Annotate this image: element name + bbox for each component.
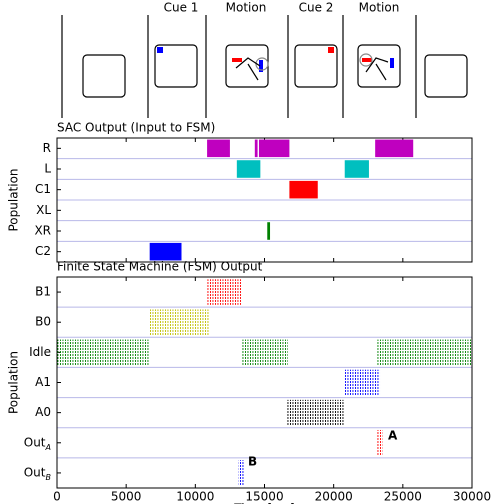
annotation: B xyxy=(248,455,257,469)
y-tick-label: OutA xyxy=(24,435,51,451)
y-tick-label: Idle xyxy=(29,345,51,359)
raster-block xyxy=(287,399,345,426)
raster-block xyxy=(148,309,210,336)
activity-bar xyxy=(258,139,290,158)
x-tick-label: 0 xyxy=(53,490,61,504)
x-tick-label: 25000 xyxy=(384,490,422,504)
x-tick-label: 15000 xyxy=(245,490,283,504)
activity-bar xyxy=(149,242,182,261)
raster-block xyxy=(344,369,381,396)
y-axis-label: Population xyxy=(7,351,21,414)
x-axis-label: Time [ms] xyxy=(233,502,295,504)
y-tick-label: XR xyxy=(34,224,51,238)
raster-block xyxy=(207,279,243,305)
activity-bar xyxy=(375,139,414,158)
y-tick-label: A1 xyxy=(35,375,51,389)
y-tick-label: R xyxy=(43,141,51,155)
raster-block xyxy=(238,460,244,486)
y-tick-label: L xyxy=(44,162,51,176)
activity-bar xyxy=(207,139,230,158)
plot-frame xyxy=(56,137,473,263)
x-tick-label: 20000 xyxy=(315,490,353,504)
activity-bar xyxy=(289,180,318,199)
x-tick-label: 5000 xyxy=(111,490,142,504)
raster-block xyxy=(376,339,472,366)
y-tick-label: C1 xyxy=(35,182,51,196)
y-axis-label: Population xyxy=(7,168,21,231)
stimulus-label: Cue 2 xyxy=(299,1,334,15)
x-tick-label: 10000 xyxy=(176,490,214,504)
panel-title: Finite State Machine (FSM) Output xyxy=(57,260,263,274)
raster-block xyxy=(377,429,383,456)
activity-bar xyxy=(254,139,258,158)
panel-title: SAC Output (Input to FSM) xyxy=(57,121,215,135)
plot-frame xyxy=(56,276,473,489)
activity-bar xyxy=(344,160,369,178)
y-tick-label: C2 xyxy=(35,244,51,258)
y-tick-label: B1 xyxy=(35,285,51,299)
raster-block xyxy=(242,339,289,366)
stimulus-label: Motion xyxy=(359,1,400,15)
raster-block xyxy=(57,339,149,366)
x-tick-label: 30000 xyxy=(453,490,491,504)
annotation: A xyxy=(388,429,398,443)
stimulus-label: Cue 1 xyxy=(164,1,199,15)
y-tick-label: A0 xyxy=(35,405,51,419)
stimulus-label: Motion xyxy=(226,1,267,15)
y-tick-label: B0 xyxy=(35,315,51,329)
stimulus-panel xyxy=(61,15,468,118)
y-tick-label: XL xyxy=(36,203,51,217)
activity-bar xyxy=(267,222,271,240)
activity-bar xyxy=(236,160,261,178)
y-tick-label: OutB xyxy=(24,465,51,481)
